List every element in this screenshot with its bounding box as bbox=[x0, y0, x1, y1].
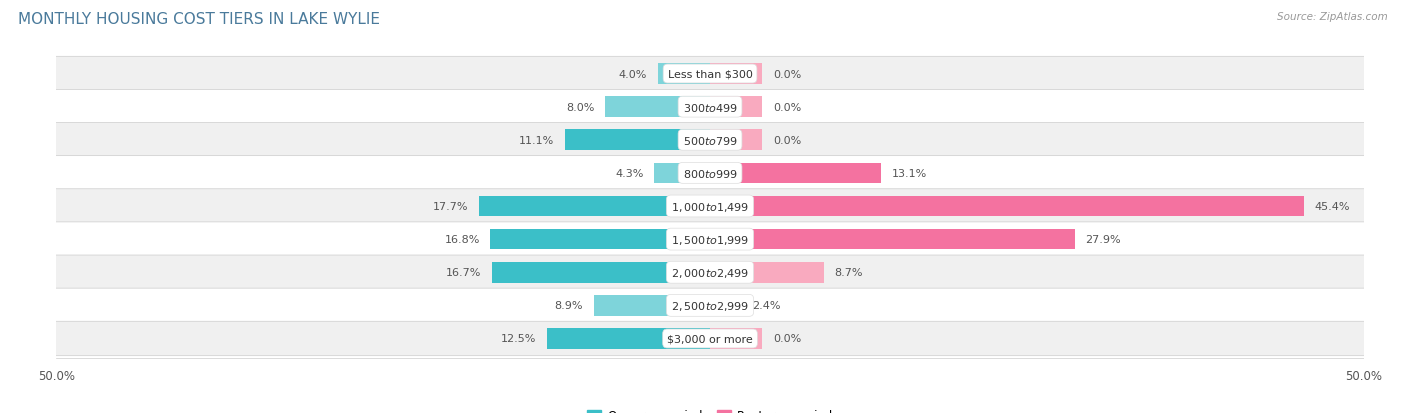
Bar bbox=[710, 229, 1074, 250]
Text: $800 to $999: $800 to $999 bbox=[682, 168, 738, 179]
Text: $1,500 to $1,999: $1,500 to $1,999 bbox=[671, 233, 749, 246]
Bar bbox=[593, 295, 710, 316]
Text: 13.1%: 13.1% bbox=[891, 169, 927, 178]
Text: 16.7%: 16.7% bbox=[446, 268, 481, 278]
Text: 0.0%: 0.0% bbox=[773, 135, 801, 145]
Bar bbox=[565, 130, 710, 151]
Text: 4.0%: 4.0% bbox=[619, 69, 647, 79]
Bar bbox=[710, 97, 762, 118]
Text: 11.1%: 11.1% bbox=[519, 135, 554, 145]
Bar bbox=[547, 328, 710, 349]
Bar bbox=[710, 262, 824, 283]
Text: 8.9%: 8.9% bbox=[555, 301, 583, 311]
Bar bbox=[710, 328, 762, 349]
FancyBboxPatch shape bbox=[30, 288, 1391, 323]
Text: 16.8%: 16.8% bbox=[444, 235, 479, 244]
Text: $1,000 to $1,499: $1,000 to $1,499 bbox=[671, 200, 749, 213]
Text: 45.4%: 45.4% bbox=[1315, 202, 1350, 211]
Text: 0.0%: 0.0% bbox=[773, 334, 801, 344]
Text: $300 to $499: $300 to $499 bbox=[682, 102, 738, 113]
Bar bbox=[710, 130, 762, 151]
FancyBboxPatch shape bbox=[30, 222, 1391, 257]
Bar bbox=[492, 262, 710, 283]
FancyBboxPatch shape bbox=[30, 57, 1391, 92]
Bar bbox=[478, 196, 710, 217]
Text: MONTHLY HOUSING COST TIERS IN LAKE WYLIE: MONTHLY HOUSING COST TIERS IN LAKE WYLIE bbox=[18, 12, 380, 27]
Text: Source: ZipAtlas.com: Source: ZipAtlas.com bbox=[1277, 12, 1388, 22]
Bar bbox=[710, 163, 882, 184]
FancyBboxPatch shape bbox=[30, 90, 1391, 125]
Bar bbox=[658, 64, 710, 85]
Text: $3,000 or more: $3,000 or more bbox=[668, 334, 752, 344]
FancyBboxPatch shape bbox=[30, 255, 1391, 290]
Text: 0.0%: 0.0% bbox=[773, 69, 801, 79]
Text: 4.3%: 4.3% bbox=[614, 169, 644, 178]
Bar bbox=[654, 163, 710, 184]
Bar bbox=[710, 196, 1303, 217]
Text: 2.4%: 2.4% bbox=[752, 301, 780, 311]
FancyBboxPatch shape bbox=[30, 156, 1391, 191]
FancyBboxPatch shape bbox=[30, 189, 1391, 224]
FancyBboxPatch shape bbox=[30, 321, 1391, 356]
Text: 8.7%: 8.7% bbox=[834, 268, 863, 278]
Legend: Owner-occupied, Renter-occupied: Owner-occupied, Renter-occupied bbox=[582, 404, 838, 413]
FancyBboxPatch shape bbox=[30, 123, 1391, 158]
Text: $500 to $799: $500 to $799 bbox=[682, 135, 738, 146]
Text: 0.0%: 0.0% bbox=[773, 102, 801, 112]
Text: 12.5%: 12.5% bbox=[501, 334, 536, 344]
Text: 27.9%: 27.9% bbox=[1085, 235, 1121, 244]
Text: Less than $300: Less than $300 bbox=[668, 69, 752, 79]
Text: 17.7%: 17.7% bbox=[433, 202, 468, 211]
Text: $2,500 to $2,999: $2,500 to $2,999 bbox=[671, 299, 749, 312]
Bar bbox=[606, 97, 710, 118]
Bar bbox=[491, 229, 710, 250]
Bar bbox=[710, 64, 762, 85]
Bar bbox=[710, 295, 741, 316]
Text: 8.0%: 8.0% bbox=[567, 102, 595, 112]
Text: $2,000 to $2,499: $2,000 to $2,499 bbox=[671, 266, 749, 279]
